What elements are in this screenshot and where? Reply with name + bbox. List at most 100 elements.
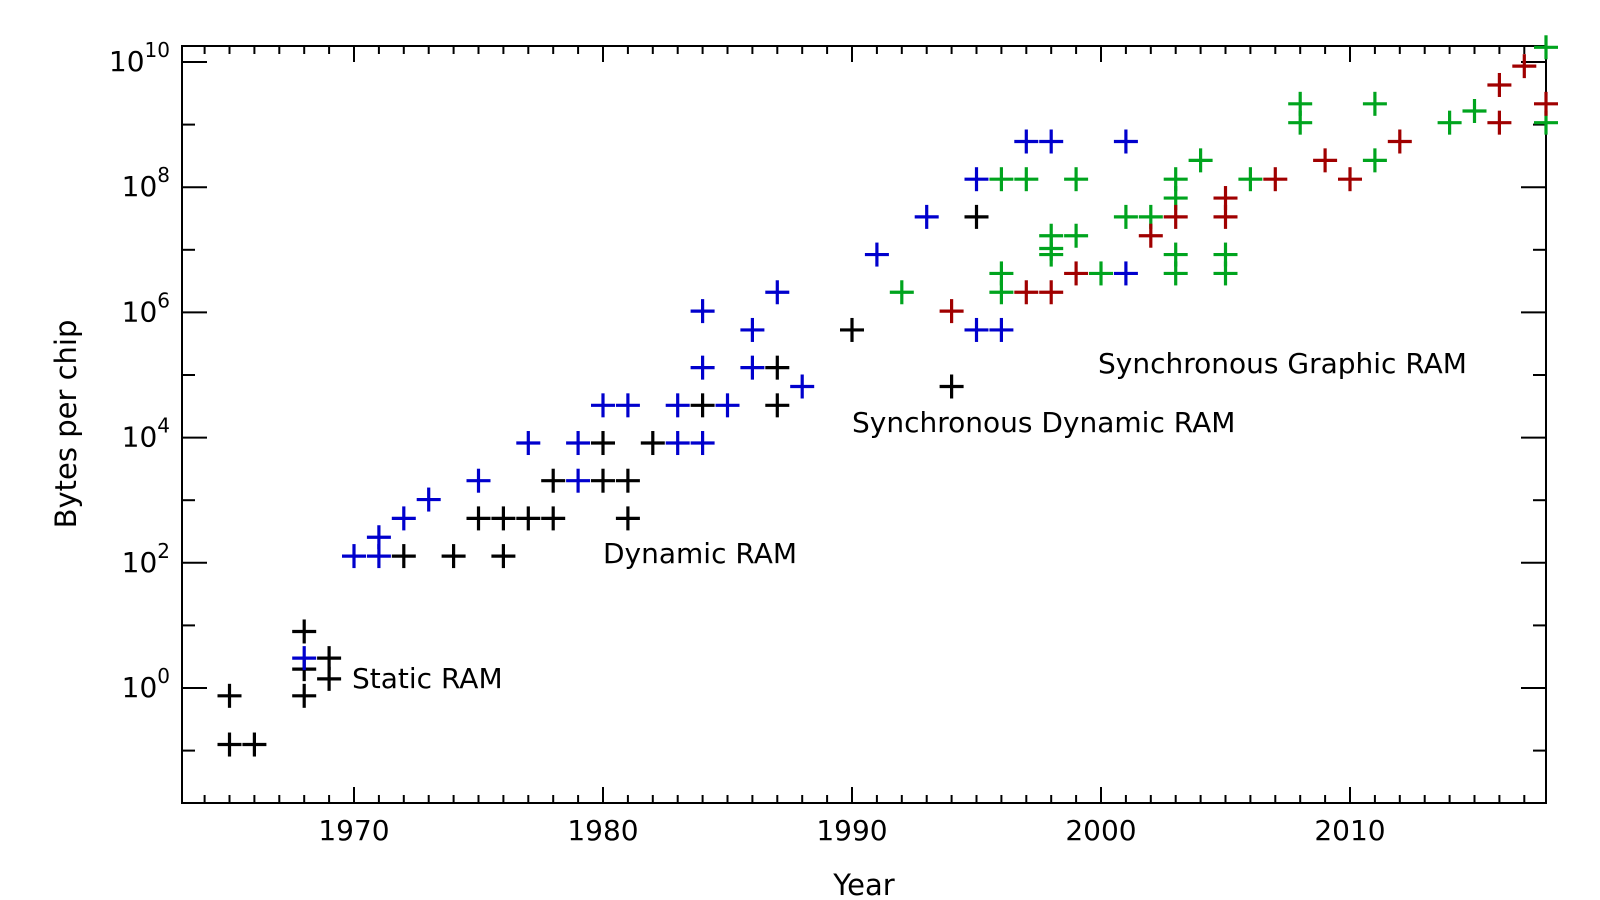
- data-point-marker: [964, 204, 989, 229]
- data-point-marker: [690, 431, 715, 456]
- data-point-marker: [1113, 261, 1138, 286]
- data-point-marker: [1014, 129, 1039, 154]
- data-point-marker: [1163, 261, 1188, 286]
- data-point-marker: [665, 431, 690, 456]
- data-point-marker: [1064, 167, 1089, 192]
- data-point-marker: [591, 393, 615, 418]
- data-point-marker: [1487, 72, 1512, 97]
- data-point-marker: [1462, 98, 1487, 123]
- data-point-marker: [615, 468, 640, 493]
- x-tick-label: 1980: [567, 814, 638, 847]
- data-point-marker: [1362, 148, 1387, 173]
- data-point-marker: [541, 468, 566, 493]
- data-point-marker: [740, 355, 765, 380]
- data-point-marker: [1338, 167, 1362, 192]
- data-point-marker: [964, 167, 989, 192]
- data-point-marker: [441, 544, 466, 569]
- data-point-marker: [615, 506, 640, 531]
- data-point-marker: [541, 506, 566, 531]
- data-point-marker: [466, 468, 491, 493]
- data-point-marker: [1387, 129, 1412, 154]
- data-point-marker: [715, 393, 740, 418]
- y-tick-label: 100: [122, 664, 170, 704]
- data-point-marker: [292, 646, 317, 671]
- data-point-marker: [391, 544, 416, 569]
- y-tick-label: 104: [122, 414, 170, 454]
- axis-ticks: [182, 46, 1546, 803]
- y-tick-label: 106: [122, 288, 170, 328]
- data-point-marker: [889, 280, 914, 305]
- data-point-marker: [1213, 261, 1238, 286]
- data-point-marker: [939, 374, 964, 399]
- data-point-marker: [1238, 167, 1263, 192]
- data-point-marker: [1188, 148, 1213, 173]
- data-point-marker: [640, 431, 665, 456]
- series-label-synchronous-graphic-ram: Synchronous Graphic RAM: [1098, 347, 1467, 380]
- data-point-marker: [939, 299, 964, 324]
- x-tick-label: 1990: [816, 814, 887, 847]
- x-tick-label: 1970: [318, 814, 389, 847]
- x-tick-label: 2010: [1314, 814, 1385, 847]
- data-point-marker: [964, 317, 989, 342]
- data-point-marker: [1534, 35, 1558, 60]
- data-point-marker: [765, 393, 790, 418]
- data-point-marker: [516, 506, 541, 531]
- data-point-marker: [690, 393, 715, 418]
- data-point-marker: [1064, 261, 1089, 286]
- data-point-marker: [840, 317, 864, 342]
- axis-tick-labels: 1970 1980 1990 2000 2010 100 102 104 106 108 1010: [109, 38, 1386, 847]
- data-point-marker: [491, 544, 516, 569]
- data-point-marker: [1039, 242, 1064, 267]
- data-point-marker: [516, 431, 541, 456]
- data-point-marker: [1014, 167, 1039, 192]
- data-point-marker: [1288, 110, 1313, 135]
- data-point-marker: [591, 468, 615, 493]
- data-point-marker: [566, 431, 591, 456]
- data-point-marker: [1113, 129, 1138, 154]
- data-point-marker: [1313, 148, 1338, 173]
- data-point-marker: [1487, 110, 1512, 135]
- data-point-marker: [317, 646, 342, 671]
- data-point-marker: [416, 487, 441, 512]
- data-point-marker: [690, 299, 715, 324]
- data-point-marker: [765, 280, 790, 305]
- x-tick-label: 2000: [1065, 814, 1136, 847]
- y-axis-title: Bytes per chip: [49, 320, 83, 529]
- data-point-marker: [391, 506, 416, 531]
- data-point-marker: [1437, 110, 1462, 135]
- data-point-marker: [1039, 129, 1064, 154]
- data-points: [217, 35, 1558, 757]
- data-point-marker: [1534, 91, 1558, 116]
- data-point-marker: [765, 355, 790, 380]
- data-point-marker: [1064, 223, 1089, 248]
- data-point-marker: [690, 355, 715, 380]
- data-point-marker: [1014, 280, 1039, 305]
- x-axis-title: Year: [832, 868, 894, 900]
- data-point-marker: [591, 431, 615, 456]
- data-point-marker: [491, 506, 516, 531]
- data-point-marker: [342, 544, 366, 569]
- data-point-marker: [217, 683, 242, 708]
- data-point-marker: [1263, 167, 1288, 192]
- data-point-marker: [292, 683, 317, 708]
- data-point-marker: [989, 280, 1014, 305]
- data-point-marker: [1039, 280, 1064, 305]
- y-tick-label: 102: [122, 539, 170, 579]
- data-point-marker: [1138, 223, 1163, 248]
- data-point-marker: [242, 732, 267, 757]
- series-label-dynamic-ram: Dynamic RAM: [603, 537, 797, 570]
- data-point-marker: [292, 619, 317, 644]
- data-point-marker: [864, 242, 889, 267]
- data-point-marker: [989, 317, 1014, 342]
- data-point-marker: [1362, 91, 1387, 116]
- data-point-marker: [914, 204, 939, 229]
- series-label-synchronous-dynamic-ram: Synchronous Dynamic RAM: [852, 406, 1235, 439]
- data-point-marker: [317, 666, 342, 691]
- data-point-marker: [1089, 261, 1113, 286]
- data-point-marker: [566, 468, 591, 493]
- data-point-marker: [1163, 204, 1188, 229]
- series-label-static-ram: Static RAM: [352, 662, 503, 695]
- y-tick-label: 108: [122, 163, 170, 203]
